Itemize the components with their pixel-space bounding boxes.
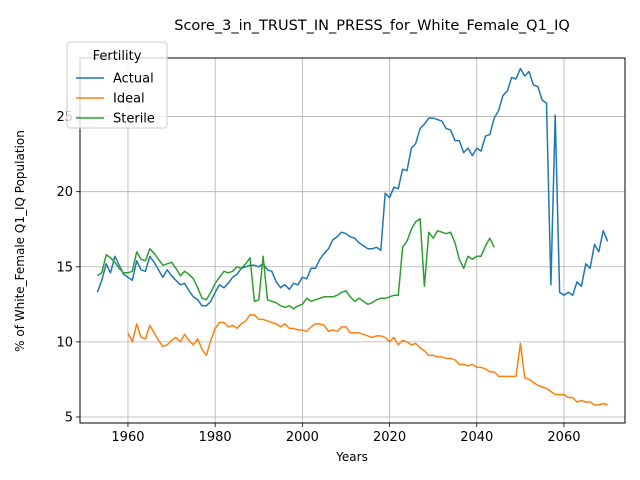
series-line-actual — [96, 67, 609, 307]
x-tick-label: 1960 — [111, 430, 144, 445]
x-tick-label: 1980 — [199, 430, 232, 445]
plot-frame — [79, 57, 626, 424]
x-tick-label: 2020 — [373, 430, 406, 445]
y-tick-label: 20 — [56, 185, 73, 200]
legend-title: Fertility — [93, 49, 142, 64]
x-tick-label: 2000 — [286, 430, 319, 445]
legend-box — [66, 41, 168, 129]
legend: Fertility Actual Ideal Sterile — [66, 41, 168, 129]
x-tick-label: 2060 — [547, 430, 580, 445]
series-lines — [96, 67, 609, 406]
legend-label-actual: Actual — [113, 72, 154, 87]
series-line-ideal — [127, 314, 608, 406]
chart-title: Score_3_in_TRUST_IN_PRESS_for_White_Fema… — [174, 18, 570, 34]
y-tick-label: 15 — [56, 260, 73, 275]
series-line-sterile — [96, 217, 495, 310]
y-axis-label: % of White_Female Q1_IQ Population — [13, 130, 27, 352]
y-tick-label: 10 — [56, 335, 73, 350]
legend-label-sterile: Sterile — [113, 112, 155, 127]
legend-label-ideal: Ideal — [113, 92, 145, 107]
x-tick-label: 2040 — [460, 430, 493, 445]
y-tick-label: 5 — [65, 410, 73, 425]
x-axis-label: Years — [335, 450, 368, 464]
